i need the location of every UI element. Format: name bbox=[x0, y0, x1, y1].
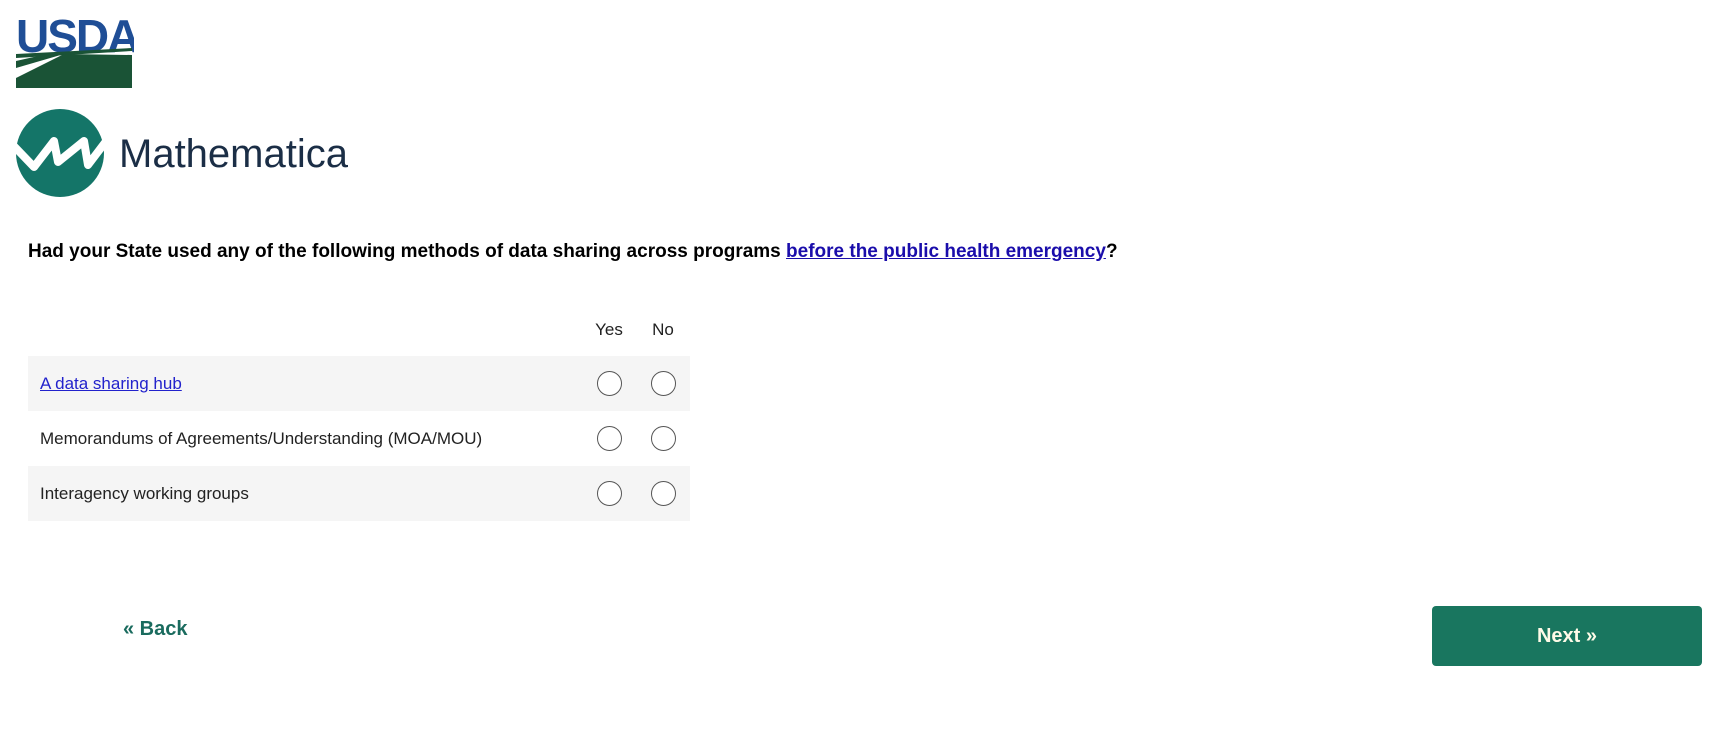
svg-text:Mathematica: Mathematica bbox=[119, 132, 349, 176]
